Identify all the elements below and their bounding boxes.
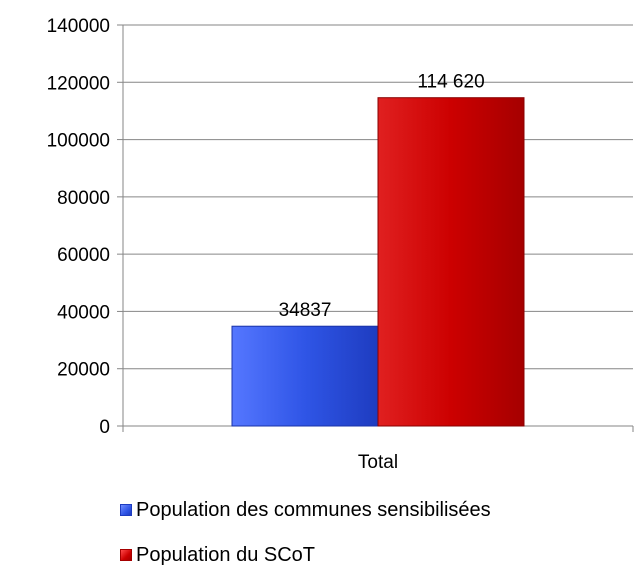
- bar-population-scot: [377, 97, 525, 427]
- legend-item-communes: Population des communes sensibilisées: [120, 495, 491, 525]
- data-label: 114 620: [417, 72, 484, 93]
- y-tick-label: 40000: [57, 302, 110, 323]
- legend-swatch-red: [120, 549, 132, 561]
- x-axis: Total: [122, 425, 634, 473]
- y-tick-label: 0: [99, 417, 110, 438]
- y-axis: 0 20000 40000 60000 80000 100000 120000 140000: [47, 16, 124, 438]
- x-tick-label: Total: [358, 452, 398, 473]
- y-tick-label: 140000: [47, 16, 110, 37]
- bar-chart: 020000400006000080000100000120000140000 …: [47, 16, 634, 473]
- legend: Population des communes sensibilisées Po…: [120, 495, 491, 585]
- data-labels: 34837 114 620: [279, 72, 485, 322]
- legend-swatch-blue: [120, 504, 132, 516]
- legend-label-scot: Population du SCoT: [136, 543, 316, 566]
- legend-label-communes: Population des communes sensibilisées: [136, 498, 491, 521]
- bars: [231, 97, 525, 427]
- y-tick-label: 80000: [57, 188, 110, 209]
- legend-item-scot: Population du SCoT: [120, 540, 491, 570]
- y-tick-label: 120000: [47, 73, 110, 94]
- bar-communes-sensibilisees: [231, 325, 379, 427]
- y-tick-label: 20000: [57, 360, 110, 381]
- y-tick-label: 100000: [47, 131, 110, 152]
- y-tick-label: 60000: [57, 245, 110, 266]
- data-label: 34837: [279, 300, 332, 321]
